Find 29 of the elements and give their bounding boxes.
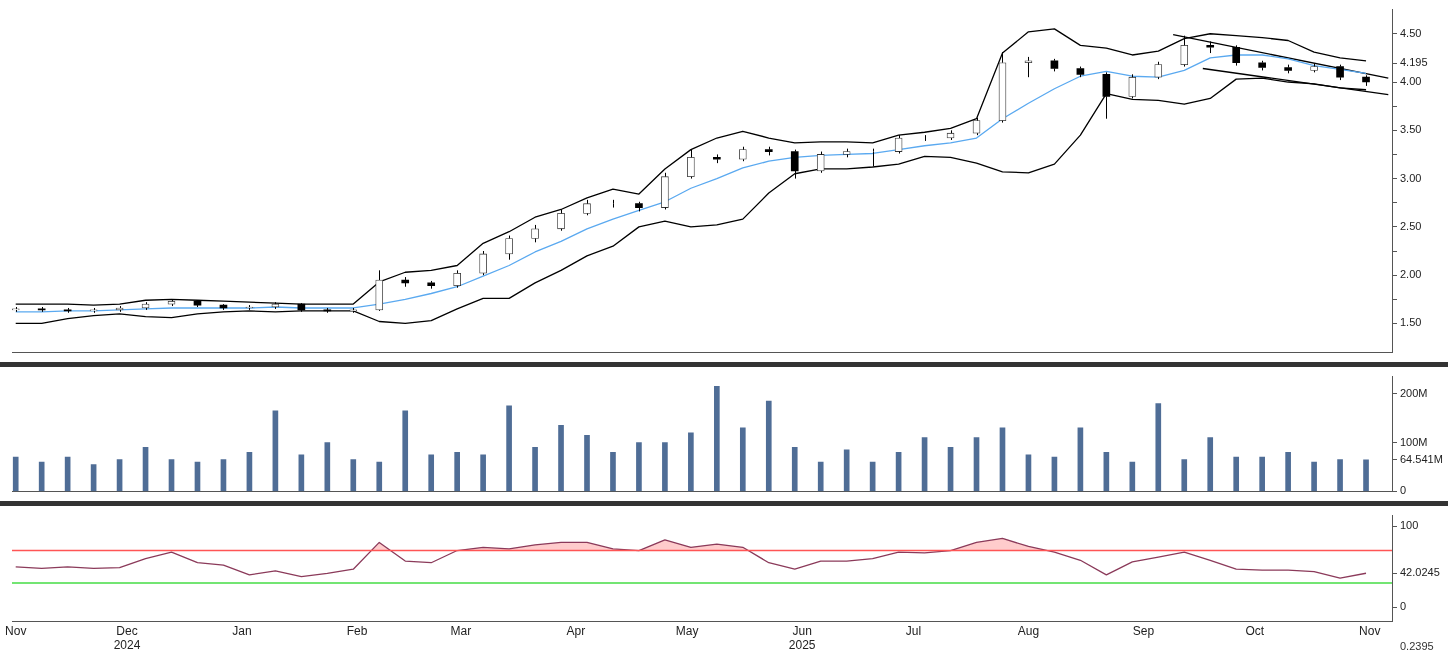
- y-tick-label: 42.0245: [1400, 566, 1440, 579]
- x-tick-label: Nov: [5, 623, 27, 638]
- x-tick-label: Jan: [232, 623, 252, 638]
- y-tick-label: 100: [1400, 519, 1419, 532]
- y-tick-label: 4.195: [1400, 56, 1428, 69]
- y-tick-label: 0: [1400, 484, 1407, 497]
- y-tick-label: 64.541M: [1400, 452, 1443, 465]
- y-tick-label: 100M: [1400, 435, 1428, 448]
- x-tick-label: Mar: [450, 623, 472, 638]
- y-tick-label: 3.00: [1400, 171, 1422, 184]
- x-tick-label: Nov: [1359, 623, 1381, 638]
- y-tick-label: 0: [1400, 600, 1407, 613]
- x-tick-label: Aug: [1017, 623, 1040, 638]
- x-tick-label: Feb: [346, 623, 368, 638]
- y-tick-label: 1.50: [1400, 316, 1422, 329]
- y-tick-label: 3.50: [1400, 123, 1422, 136]
- x-tick-label: Sep: [1132, 623, 1155, 638]
- x-tick-label: Oct: [1245, 623, 1265, 638]
- text: 0.2395: [1400, 640, 1434, 653]
- y-tick-label: 200M: [1400, 386, 1428, 399]
- y-tick-label: 4.50: [1400, 26, 1422, 39]
- x-tick-label: Jun 2025: [788, 623, 816, 653]
- x-tick-label: May: [675, 623, 699, 638]
- y-tick-label: 4.00: [1400, 75, 1422, 88]
- x-tick-label: Jul: [905, 623, 922, 638]
- x-tick-label: Apr: [566, 623, 586, 638]
- x-tick-label: Dec 2024: [113, 623, 141, 653]
- y-tick-label: 2.00: [1400, 268, 1422, 281]
- y-tick-label: 2.50: [1400, 219, 1422, 232]
